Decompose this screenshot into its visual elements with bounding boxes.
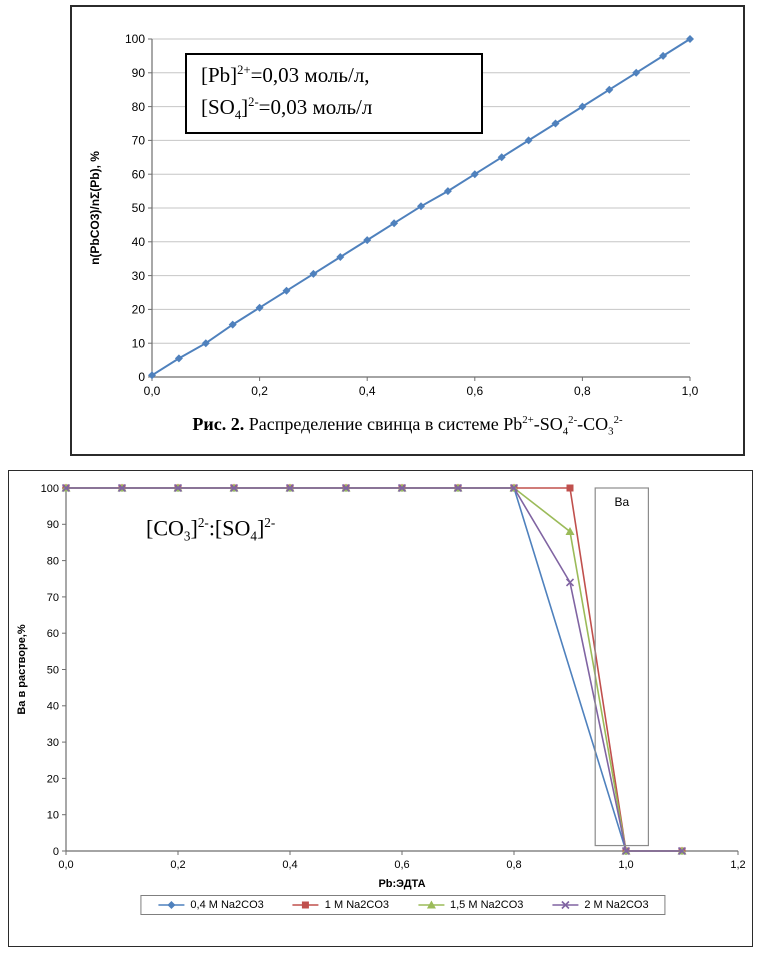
x-axis-ticks: 0,0 0,2 0,4 0,6 0,8 1,0 1,2 — [58, 851, 746, 871]
svg-text:70: 70 — [132, 134, 146, 148]
figure-lead-distribution: 0 10 20 30 40 50 60 70 80 90 100 0,0 0,2 0,4 0,6 0,8 1,0… — [70, 5, 745, 456]
caption-prefix: Рис. 2. — [192, 414, 245, 434]
series-2-M-Na2CO3 — [61, 483, 687, 856]
svg-text:0: 0 — [138, 370, 145, 384]
svg-text:90: 90 — [132, 66, 146, 80]
concentration-annotation: [Pb]2+=0,03 моль/л, [SO4]2-=0,03 моль/л — [185, 53, 483, 134]
svg-text:20: 20 — [132, 303, 146, 317]
svg-text:40: 40 — [47, 701, 59, 713]
y-axis-title: n(PbCO3)/nΣ(Pb), % — [88, 151, 102, 265]
svg-text:80: 80 — [47, 555, 59, 567]
svg-text:60: 60 — [132, 167, 146, 181]
caption-text: Распределение свинца в системе Pb2+-SO42… — [244, 414, 623, 438]
svg-text:10: 10 — [132, 336, 146, 350]
svg-text:1,0: 1,0 — [682, 384, 699, 398]
legend-label: 1,5 M Na2CO3 — [450, 899, 524, 911]
series-n(PbCO3)/nΣ(Pb) — [148, 35, 694, 380]
x-marker-icon — [552, 900, 579, 910]
svg-text:100: 100 — [41, 483, 59, 495]
legend-item: 1 M Na2CO3 — [292, 899, 389, 911]
x-axis-ticks: 0,0 0,2 0,4 0,6 0,8 1,0 — [144, 377, 699, 398]
svg-text:60: 60 — [47, 628, 59, 640]
svg-text:90: 90 — [47, 519, 59, 531]
ba-highlight-box: Ва — [594, 487, 650, 847]
x-axis-title: Pb:ЭДТА — [378, 878, 425, 890]
y-axis-ticks: 0 10 20 30 40 50 60 70 80 90 100 — [41, 483, 66, 858]
svg-text:40: 40 — [132, 235, 146, 249]
svg-text:1,2: 1,2 — [730, 859, 745, 871]
svg-text:20: 20 — [47, 773, 59, 785]
barium-solution-chart: 0 10 20 30 40 50 60 70 80 90 100 0,0 0,2 0,4 0,6 0,8 1,0… — [16, 483, 746, 890]
svg-text:0,6: 0,6 — [466, 384, 483, 398]
svg-text:0,2: 0,2 — [170, 859, 185, 871]
svg-text:50: 50 — [47, 664, 59, 676]
svg-text:10: 10 — [47, 810, 59, 822]
svg-text:30: 30 — [132, 269, 146, 283]
svg-text:100: 100 — [125, 32, 145, 46]
svg-text:0,2: 0,2 — [251, 384, 268, 398]
legend-item: 2 M Na2CO3 — [551, 899, 649, 911]
square-marker-icon — [292, 901, 319, 909]
y-axis-title: Ва в растворе,% — [16, 624, 28, 715]
lead-distribution-chart: 0 10 20 30 40 50 60 70 80 90 100 0,0 0,2 0,4 0,6 0,8 1,0… — [88, 32, 699, 398]
svg-text:Ва: Ва — [614, 495, 629, 509]
svg-text:0: 0 — [53, 846, 59, 858]
figure-caption: Рис. 2. Распределение свинца в системе P… — [72, 414, 743, 438]
triangle-marker-icon — [418, 900, 444, 909]
svg-text:0,4: 0,4 — [282, 859, 297, 871]
legend-item: 1,5 M Na2CO3 — [417, 899, 523, 911]
figure-barium-solution: 0 10 20 30 40 50 60 70 80 90 100 0,0 0,2 0,4 0,6 0,8 1,0… — [8, 470, 753, 947]
svg-text:0,8: 0,8 — [506, 859, 521, 871]
legend-label: 0,4 M Na2CO3 — [190, 899, 264, 911]
legend-item: 0,4 M Na2CO3 — [157, 899, 264, 911]
chart-legend: 0,4 M Na2CO3 1 M Na2CO3 1,5 M Na2CO3 2 M Na… — [140, 895, 666, 915]
y-axis-ticks: 0 10 20 30 40 50 60 70 80 90 100 — [125, 32, 152, 384]
svg-text:30: 30 — [47, 737, 59, 749]
svg-text:0,0: 0,0 — [144, 384, 161, 398]
svg-text:50: 50 — [132, 201, 146, 215]
svg-text:0,0: 0,0 — [58, 859, 73, 871]
svg-text:0,6: 0,6 — [394, 859, 409, 871]
ratio-annotation: [CO3]2-:[SO4]2- — [146, 515, 276, 544]
svg-text:80: 80 — [132, 100, 146, 114]
legend-label: 2 M Na2CO3 — [584, 899, 649, 911]
svg-text:1,0: 1,0 — [618, 859, 633, 871]
legend-label: 1 M Na2CO3 — [324, 899, 389, 911]
svg-text:0,8: 0,8 — [574, 384, 591, 398]
svg-text:70: 70 — [47, 592, 59, 604]
svg-text:0,4: 0,4 — [359, 384, 376, 398]
diamond-marker-icon — [158, 901, 185, 909]
